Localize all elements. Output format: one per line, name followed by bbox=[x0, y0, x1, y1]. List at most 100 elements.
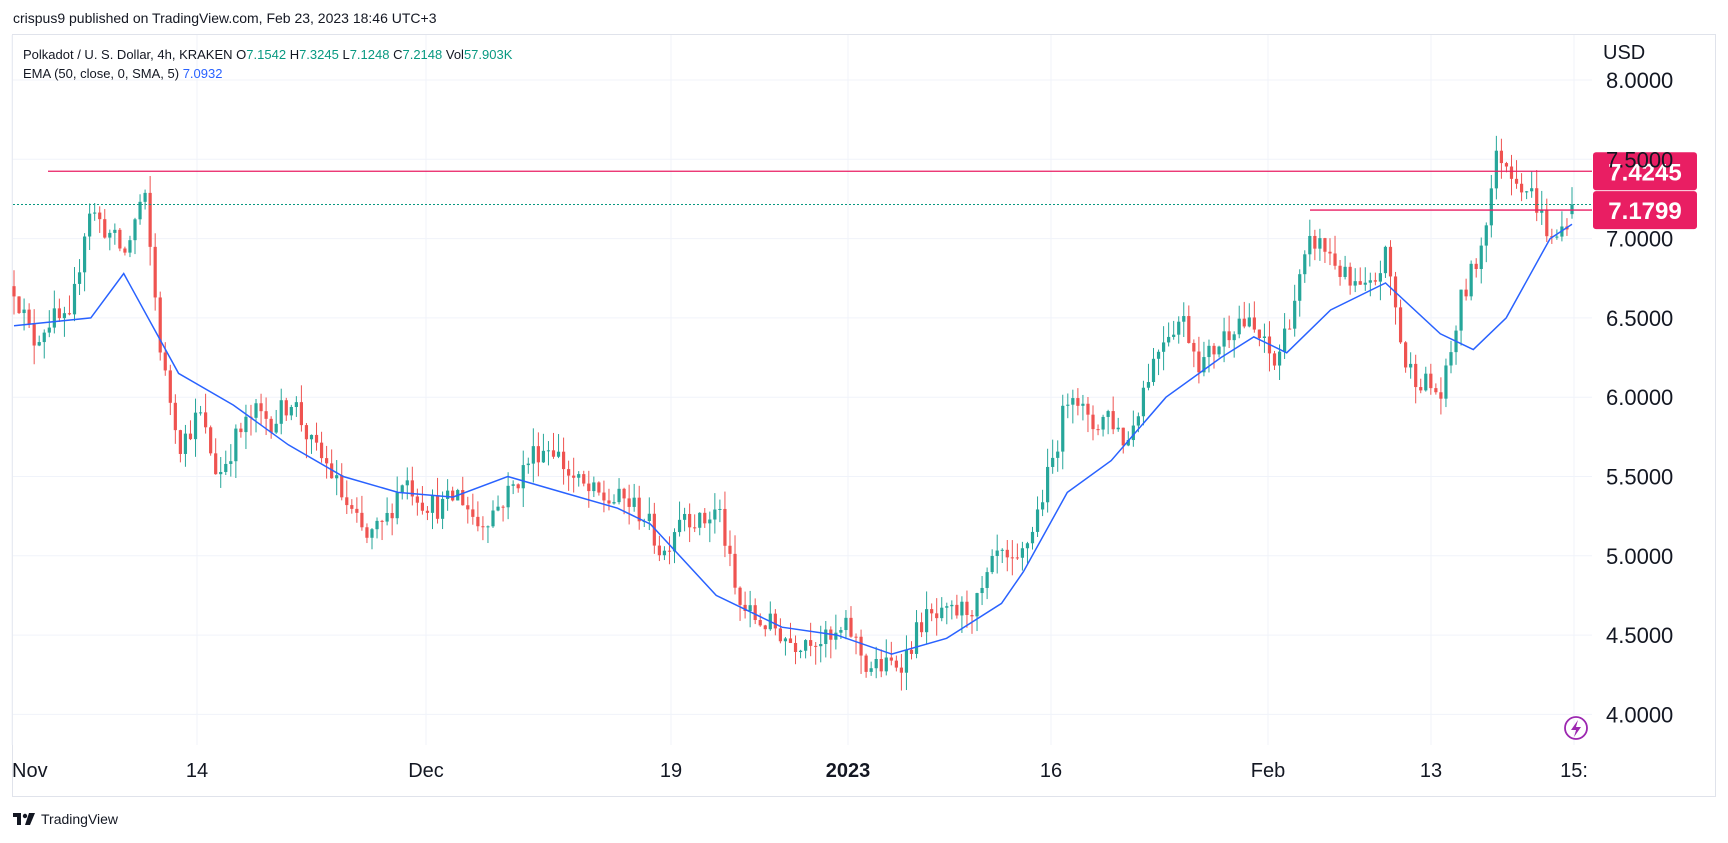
candle-body bbox=[1237, 318, 1241, 335]
candle-body bbox=[1404, 342, 1408, 368]
candle-body bbox=[1000, 549, 1004, 551]
candle-body bbox=[607, 500, 611, 504]
candle-body bbox=[506, 485, 510, 508]
candle-body bbox=[133, 219, 137, 241]
footer-brand[interactable]: TradingView bbox=[13, 811, 118, 827]
candle-body bbox=[113, 229, 117, 233]
candle-body bbox=[970, 615, 974, 617]
candle-body bbox=[1313, 235, 1317, 249]
candle-body bbox=[1005, 549, 1009, 558]
candle-body bbox=[1025, 543, 1030, 549]
candle-body bbox=[682, 513, 687, 520]
candle-body bbox=[1141, 387, 1146, 417]
candle-body bbox=[703, 512, 707, 524]
candle-body bbox=[289, 406, 293, 416]
candle-body bbox=[1368, 280, 1372, 283]
candle-body bbox=[698, 512, 702, 528]
candle-body bbox=[405, 480, 409, 486]
candle-body bbox=[1020, 548, 1025, 558]
candle-body bbox=[955, 604, 959, 616]
candle-body bbox=[919, 622, 924, 633]
candle-body bbox=[925, 609, 929, 633]
candle-body bbox=[1202, 357, 1206, 373]
candle-body bbox=[93, 212, 97, 214]
candle-body bbox=[556, 451, 561, 457]
candle-body bbox=[385, 512, 389, 522]
candle-body bbox=[627, 498, 631, 507]
candle-body bbox=[804, 640, 808, 651]
candle-body bbox=[859, 636, 863, 656]
candle-body bbox=[1298, 274, 1302, 301]
candle-body bbox=[788, 638, 793, 643]
candle-body bbox=[783, 638, 788, 642]
candle-body bbox=[198, 412, 203, 414]
symbol-name[interactable]: Polkadot / U. S. Dollar, 4h, KRAKEN bbox=[23, 47, 233, 62]
candle-body bbox=[940, 607, 944, 619]
candle-body bbox=[536, 446, 540, 463]
candle-body bbox=[1096, 429, 1100, 431]
candle-body bbox=[183, 433, 188, 454]
ema-label[interactable]: EMA (50, close, 0, SMA, 5) bbox=[23, 66, 180, 81]
candle-body bbox=[733, 553, 737, 588]
candle-body bbox=[990, 555, 994, 573]
candle-body bbox=[57, 308, 61, 319]
x-tick-label: 19 bbox=[660, 760, 682, 782]
candle-body bbox=[1242, 318, 1246, 327]
candle-body bbox=[1257, 329, 1261, 338]
candle-body bbox=[809, 640, 813, 646]
candle-body bbox=[1348, 266, 1352, 286]
candle-body bbox=[743, 604, 747, 611]
price-tag-1 bbox=[1593, 191, 1697, 230]
price-tag-0 bbox=[1593, 152, 1697, 191]
candle-body bbox=[1283, 328, 1287, 352]
candle-body bbox=[259, 403, 263, 412]
candle-body bbox=[1519, 183, 1524, 193]
candle-body bbox=[158, 297, 162, 353]
close-key: C bbox=[393, 47, 403, 62]
candle-body bbox=[325, 458, 329, 464]
candle-body bbox=[708, 519, 712, 524]
candle-body bbox=[163, 352, 167, 371]
low-value: 7.1248 bbox=[349, 47, 390, 62]
candle-body bbox=[1172, 334, 1176, 337]
candle-body bbox=[1136, 416, 1140, 426]
candle-body bbox=[355, 508, 359, 513]
candle-body bbox=[1040, 502, 1045, 510]
candle-body bbox=[1106, 411, 1110, 417]
x-tick-label: 15: bbox=[1560, 760, 1588, 782]
candle-body bbox=[123, 248, 127, 253]
candle-body bbox=[1303, 254, 1307, 275]
candle-body bbox=[365, 527, 369, 538]
candle-body bbox=[1343, 266, 1347, 277]
candle-body bbox=[1126, 440, 1130, 446]
candle-body bbox=[319, 442, 324, 459]
candle-body bbox=[884, 657, 888, 672]
low-key: L bbox=[342, 47, 350, 62]
candle-body bbox=[148, 192, 152, 247]
candle-body bbox=[451, 490, 455, 501]
candle-body bbox=[304, 425, 309, 440]
lightning-icon[interactable] bbox=[1564, 716, 1588, 740]
candle-body bbox=[1076, 398, 1080, 406]
candle-body bbox=[415, 496, 419, 503]
candle-body bbox=[350, 505, 354, 509]
y-tick-label: 7.5000 bbox=[1606, 147, 1673, 172]
candle-body bbox=[375, 520, 379, 530]
chart-legend: Polkadot / U. S. Dollar, 4h, KRAKEN O7.1… bbox=[23, 45, 512, 83]
candle-body bbox=[1308, 235, 1312, 255]
candle-body bbox=[234, 428, 238, 462]
candle-body bbox=[894, 660, 898, 668]
candle-body bbox=[17, 296, 21, 314]
candle-body bbox=[1121, 427, 1125, 446]
candle-body bbox=[1535, 188, 1539, 213]
candle-body bbox=[425, 510, 430, 513]
candle-body bbox=[930, 609, 934, 614]
candle-body bbox=[435, 495, 440, 519]
candle-body bbox=[143, 192, 147, 202]
candle-body bbox=[501, 506, 505, 508]
candle-body bbox=[758, 620, 762, 626]
candle-body bbox=[819, 644, 823, 647]
candle-body bbox=[1086, 403, 1090, 415]
x-tick-label: Nov bbox=[12, 760, 48, 782]
